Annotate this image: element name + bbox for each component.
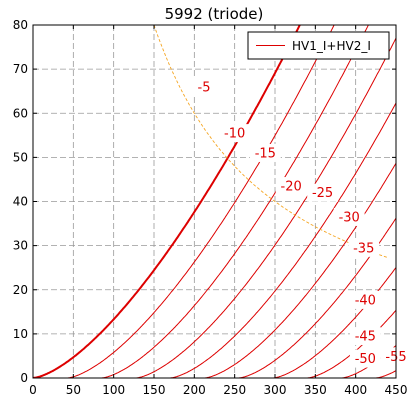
curve-label: -30	[339, 210, 360, 225]
y-tick-label: 60	[13, 106, 28, 120]
plate-curve--25	[33, 162, 396, 378]
curve-label: -5	[198, 80, 211, 95]
curve-labels: -5-10-15-20 -25-30-35-40-45-50 -55	[192, 77, 412, 368]
x-tick-label: 150	[143, 383, 166, 397]
plate-curve-0	[33, 25, 301, 378]
y-tick-label: 10	[13, 327, 28, 341]
plate-curve--30	[33, 217, 396, 378]
plate-curve--10	[33, 25, 369, 378]
curve-label: -40	[355, 293, 376, 308]
curve-label-bg	[349, 349, 381, 368]
x-tick-label: 200	[183, 383, 206, 397]
curve-label: -45	[355, 330, 376, 345]
plate-curve--5	[33, 25, 335, 378]
x-tick-label: 350	[304, 383, 327, 397]
curve-label: -15	[255, 146, 276, 161]
x-tick-label: 100	[102, 383, 125, 397]
plate-curve--50	[33, 370, 396, 378]
y-tick-label: 70	[13, 62, 28, 76]
x-tick-label: 50	[66, 383, 81, 397]
legend: HV1_I+HV2_I	[247, 31, 390, 60]
curve-label-bg	[192, 77, 216, 96]
curve-label-bg	[249, 143, 281, 162]
curve-label: -20	[281, 180, 302, 195]
y-tick-label: 20	[13, 283, 28, 297]
plate-curve--35	[33, 267, 396, 378]
chart-title: 5992 (triode)	[165, 5, 264, 23]
y-tick-label: 0	[20, 371, 28, 385]
y-tick-label: 30	[13, 239, 28, 253]
axis-ticks: 0 50 100 150 200 250 300 350 400 450 0 10 20 30 40 50 60…	[13, 18, 408, 397]
curve-label-bg	[275, 177, 307, 196]
plate-curves	[33, 25, 396, 378]
x-tick-label: 450	[385, 383, 408, 397]
plate-curve--15	[33, 37, 396, 378]
curve-label: -35	[353, 241, 374, 256]
y-tick-label: 40	[13, 195, 28, 209]
plate-curve--40	[33, 309, 396, 378]
x-tick-label: 250	[223, 383, 246, 397]
curve-label: -10	[224, 127, 245, 142]
curve-label: -25	[312, 186, 333, 201]
curve-label-bg	[348, 238, 380, 257]
x-tick-label: 0	[29, 383, 37, 397]
curve-label-bg	[219, 124, 251, 143]
x-tick-label: 300	[264, 383, 287, 397]
curve-label-bg	[307, 183, 338, 202]
y-tick-label: 80	[13, 18, 28, 32]
legend-entry: HV1_I+HV2_I	[292, 39, 371, 53]
plate-curve--20	[33, 102, 396, 378]
curve-label-bg	[349, 327, 381, 346]
x-tick-label: 400	[344, 383, 367, 397]
curve-label-bg	[333, 207, 365, 226]
curve-label-bg	[349, 290, 381, 309]
y-tick-label: 50	[13, 150, 28, 164]
curve-label: -50	[355, 352, 376, 367]
